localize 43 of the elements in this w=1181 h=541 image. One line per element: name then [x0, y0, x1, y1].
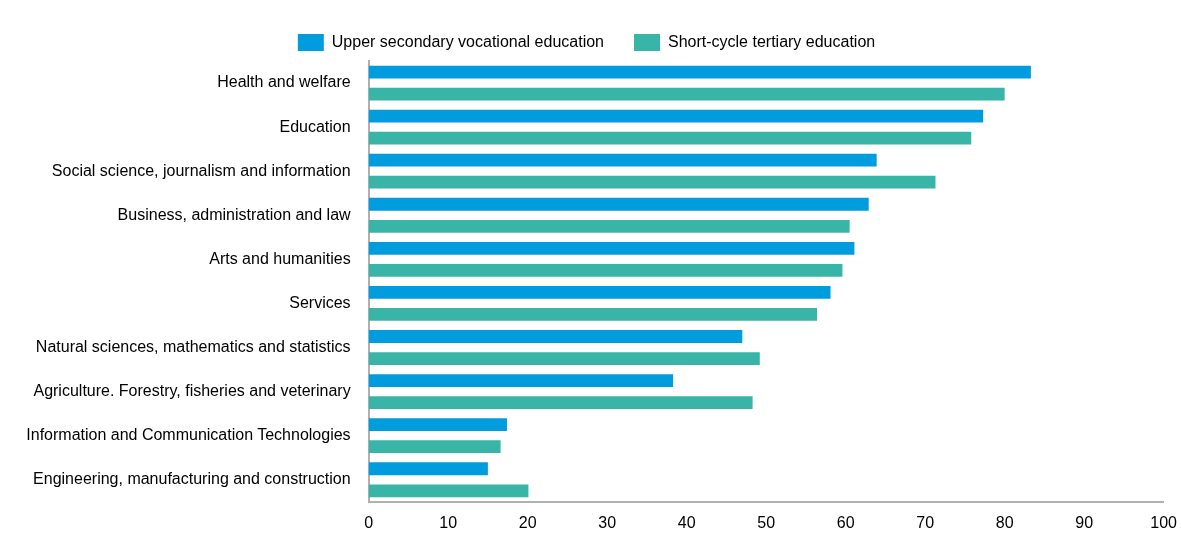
x-tick-label: 40 [677, 513, 696, 531]
bar [368, 65, 1031, 79]
x-tick-label: 30 [598, 513, 617, 531]
bar [368, 374, 674, 387]
y-tick-label: Services [289, 293, 351, 311]
y-tick-label: Education [279, 117, 351, 135]
bar [368, 418, 507, 432]
y-tick-label: Information and Communication Technologies [26, 426, 351, 444]
y-tick-label: Social science, journalism and information [51, 161, 351, 179]
bar [368, 241, 855, 255]
x-tick-label: 80 [995, 513, 1014, 531]
bar [368, 153, 877, 167]
bar [368, 175, 936, 189]
bar [368, 352, 760, 365]
bar [368, 87, 1005, 101]
bar [368, 286, 831, 299]
bar [368, 197, 869, 211]
y-tick-label: Arts and humanities [209, 249, 351, 267]
bar [368, 109, 984, 123]
bar [368, 131, 972, 145]
y-tick-label: Engineering, manufacturing and construction [33, 470, 351, 488]
bar [368, 219, 850, 233]
bar [368, 440, 501, 454]
bar [368, 462, 488, 476]
y-tick-label: Natural sciences, mathematics and statistics [35, 337, 351, 355]
legend-label: Short-cycle tertiary education [667, 32, 876, 50]
x-tick-label: 10 [439, 513, 458, 531]
x-tick-label: 60 [836, 513, 855, 531]
bar [368, 263, 843, 277]
bar [368, 396, 753, 410]
x-tick-label: 0 [364, 513, 374, 531]
x-tick-label: 70 [916, 513, 935, 531]
bar [368, 308, 818, 321]
legend-label: Upper secondary vocational education [331, 32, 604, 50]
x-tick-label: 100 [1150, 513, 1178, 531]
y-tick-label: Health and welfare [217, 73, 351, 91]
y-tick-label: Business, administration and law [117, 205, 352, 223]
bar [368, 330, 743, 343]
bar [368, 484, 529, 498]
x-tick-label: 90 [1075, 513, 1094, 531]
x-tick-label: 20 [518, 513, 537, 531]
y-tick-label: Agriculture. Forestry, fisheries and veterinary [33, 382, 351, 400]
x-tick-label: 50 [757, 513, 776, 531]
